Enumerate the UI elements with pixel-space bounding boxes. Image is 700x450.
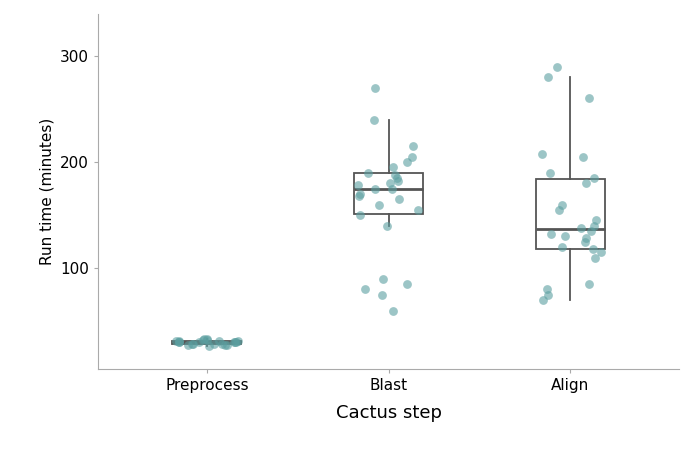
- PathPatch shape: [536, 179, 605, 248]
- Point: [213, 338, 224, 345]
- Point: [355, 190, 366, 198]
- Point: [208, 340, 219, 347]
- Point: [543, 291, 554, 298]
- Point: [174, 339, 185, 346]
- Point: [553, 206, 564, 213]
- Point: [585, 227, 596, 234]
- Point: [363, 169, 374, 176]
- Point: [589, 175, 600, 182]
- Point: [402, 158, 413, 166]
- Point: [590, 217, 601, 224]
- Point: [374, 201, 385, 208]
- X-axis label: Cactus step: Cactus step: [335, 404, 442, 422]
- Point: [370, 84, 381, 91]
- Point: [545, 231, 557, 238]
- Point: [402, 280, 413, 288]
- Point: [386, 185, 398, 192]
- Point: [552, 63, 563, 70]
- Point: [556, 243, 568, 251]
- Point: [589, 222, 600, 230]
- Point: [186, 340, 197, 347]
- Point: [376, 291, 387, 298]
- Point: [370, 185, 381, 192]
- Point: [581, 180, 592, 187]
- Point: [369, 116, 380, 123]
- Point: [388, 164, 399, 171]
- Point: [354, 193, 365, 200]
- Point: [216, 340, 227, 347]
- Point: [197, 337, 209, 344]
- Point: [174, 339, 185, 346]
- Point: [583, 95, 594, 102]
- Point: [542, 73, 554, 81]
- Point: [584, 280, 595, 288]
- Point: [202, 337, 213, 344]
- Point: [392, 175, 403, 182]
- Point: [230, 339, 241, 346]
- Point: [183, 341, 194, 348]
- Point: [536, 150, 547, 157]
- Point: [202, 336, 213, 343]
- Point: [393, 178, 404, 185]
- Point: [221, 341, 232, 348]
- Point: [537, 297, 548, 304]
- Point: [412, 206, 423, 213]
- Point: [173, 338, 184, 345]
- Point: [198, 336, 209, 343]
- Point: [194, 339, 205, 346]
- Point: [382, 222, 393, 230]
- Point: [389, 171, 400, 178]
- Point: [580, 238, 591, 245]
- Point: [393, 196, 405, 203]
- Point: [556, 201, 568, 208]
- Point: [170, 338, 181, 345]
- Point: [353, 182, 364, 189]
- Point: [188, 340, 199, 347]
- Point: [385, 180, 396, 187]
- Point: [596, 249, 607, 256]
- Point: [407, 143, 419, 150]
- Point: [407, 153, 418, 160]
- Point: [588, 246, 599, 253]
- Point: [589, 254, 601, 261]
- Y-axis label: Run time (minutes): Run time (minutes): [39, 117, 55, 265]
- Point: [354, 212, 365, 219]
- Point: [231, 339, 242, 346]
- Point: [542, 286, 553, 293]
- PathPatch shape: [354, 173, 423, 214]
- Point: [580, 235, 592, 242]
- Point: [559, 233, 570, 240]
- Point: [377, 275, 388, 283]
- Point: [204, 342, 215, 349]
- Point: [232, 338, 244, 345]
- Point: [220, 341, 231, 348]
- PathPatch shape: [172, 342, 241, 343]
- Point: [228, 339, 239, 346]
- Point: [360, 286, 371, 293]
- Point: [544, 169, 555, 176]
- Point: [387, 307, 398, 314]
- Point: [575, 224, 587, 231]
- Point: [578, 153, 589, 160]
